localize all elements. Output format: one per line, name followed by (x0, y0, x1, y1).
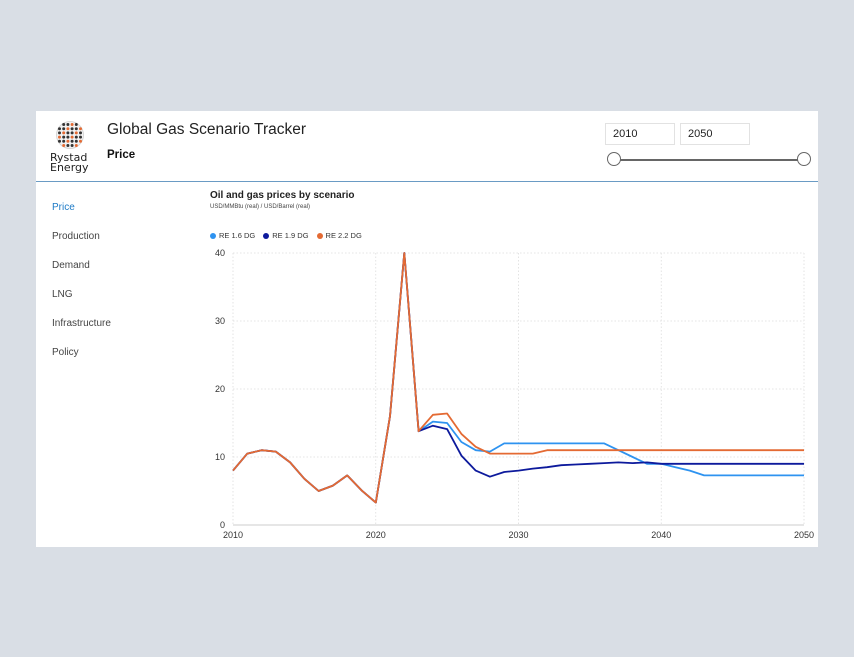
slider-end-handle[interactable] (797, 152, 811, 166)
y-tick-label: 0 (220, 520, 225, 530)
legend-label-re19: RE 1.9 DG (272, 231, 309, 240)
series-line-re-1-9-dg (232, 252, 804, 504)
legend-label-re16: RE 1.6 DG (219, 231, 256, 240)
nav-item-demand[interactable]: Demand (52, 260, 90, 271)
legend-item-re19[interactable]: RE 1.9 DG (263, 231, 309, 240)
series-line-re-1-6-dg (232, 252, 804, 504)
rystad-logo-icon (56, 121, 84, 149)
legend-marker-re22 (316, 232, 323, 239)
nav-item-policy[interactable]: Policy (52, 347, 79, 358)
y-tick-label: 10 (215, 452, 225, 462)
slider-start-handle[interactable] (607, 152, 621, 166)
year-range-slider[interactable] (614, 159, 804, 161)
nav-item-production[interactable]: Production (52, 231, 100, 242)
dashboard-card: Rystad Energy Global Gas Scenario Tracke… (36, 111, 818, 547)
nav-item-price[interactable]: Price (52, 202, 75, 213)
chart-legend: RE 1.6 DG RE 1.9 DG RE 2.2 DG (210, 231, 362, 240)
sidebar-nav: Price Production Demand LNG Infrastructu… (52, 199, 202, 373)
legend-label-re22: RE 2.2 DG (325, 231, 362, 240)
y-tick-label: 30 (215, 316, 225, 326)
logo-text: Rystad Energy (50, 151, 89, 174)
app-title: Global Gas Scenario Tracker (107, 121, 307, 138)
end-year-input[interactable]: 2050 (680, 123, 750, 145)
legend-marker-re16 (210, 232, 216, 239)
start-year-input[interactable]: 2010 (605, 123, 675, 145)
x-tick-label: 2050 (794, 530, 814, 540)
legend-item-re22[interactable]: RE 2.2 DG (316, 231, 362, 240)
legend-item-re16[interactable]: RE 1.6 DG (210, 231, 255, 240)
x-tick-label: 2030 (508, 530, 528, 540)
x-tick-label: 2010 (223, 530, 243, 540)
y-tick-label: 40 (215, 248, 225, 258)
nav-item-infrastructure[interactable]: Infrastructure (52, 318, 111, 329)
y-tick-label: 20 (215, 384, 225, 394)
series-line-re-2-2-dg (232, 252, 804, 504)
chart-subtitle: USD/MMBtu (real) / USD/Barrel (real) (210, 204, 311, 210)
page-title: Price (107, 149, 136, 161)
x-tick-label: 2040 (651, 530, 671, 540)
nav-item-lng[interactable]: LNG (52, 289, 73, 300)
chart-title: Oil and gas prices by scenario (210, 190, 355, 201)
header: Rystad Energy Global Gas Scenario Tracke… (36, 111, 818, 182)
x-tick-label: 2020 (366, 530, 386, 540)
legend-marker-re19 (263, 232, 270, 239)
